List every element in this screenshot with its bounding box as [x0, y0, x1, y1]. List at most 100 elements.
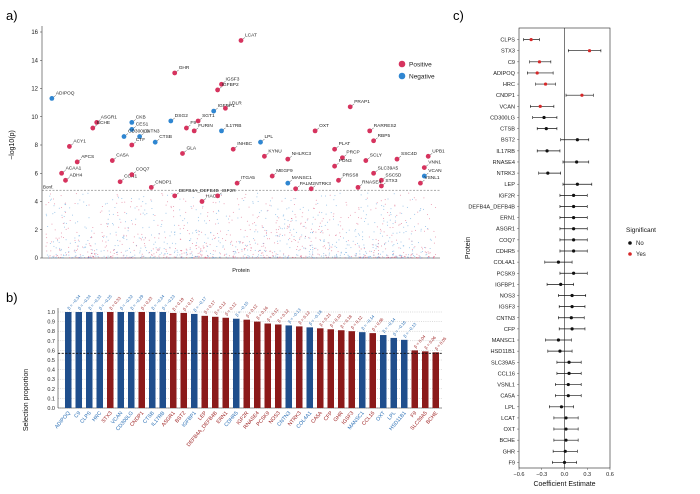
background-point	[259, 250, 261, 252]
background-point	[53, 241, 55, 243]
background-point	[116, 194, 118, 196]
background-point	[161, 193, 163, 195]
background-point	[320, 195, 322, 197]
background-point	[381, 256, 383, 258]
background-point	[299, 208, 301, 210]
background-point	[345, 251, 347, 253]
background-point	[107, 218, 109, 220]
background-point	[371, 244, 373, 246]
background-point	[410, 255, 412, 257]
background-point	[145, 257, 147, 259]
background-point	[321, 225, 323, 227]
background-point	[266, 254, 268, 256]
background-point	[213, 234, 215, 236]
background-point	[121, 243, 123, 245]
background-point	[301, 234, 303, 236]
background-point	[215, 212, 217, 214]
background-point	[334, 256, 336, 258]
background-point	[126, 213, 128, 215]
background-point	[422, 248, 424, 250]
protein-label: IGF2R	[499, 193, 515, 199]
background-point	[170, 205, 172, 207]
background-point	[335, 241, 337, 243]
background-point	[380, 200, 382, 202]
background-point	[253, 222, 255, 224]
background-point	[323, 245, 325, 247]
background-point	[76, 245, 78, 247]
background-point	[165, 250, 167, 252]
background-point	[309, 237, 311, 239]
background-point	[140, 213, 142, 215]
background-point	[90, 245, 92, 247]
background-point	[408, 254, 410, 256]
background-point	[257, 256, 259, 258]
background-point	[410, 233, 412, 235]
background-point	[356, 222, 358, 224]
background-point	[410, 256, 412, 258]
significant-point	[172, 193, 178, 199]
background-point	[319, 239, 321, 241]
background-point	[196, 245, 198, 247]
background-point	[138, 198, 140, 200]
background-point	[64, 203, 66, 205]
y-tick-label: 0.9	[47, 320, 55, 326]
background-point	[107, 239, 109, 241]
estimate-point	[538, 104, 542, 108]
legend-label-negative: Negative	[409, 74, 435, 81]
background-point	[48, 255, 50, 257]
background-point	[243, 257, 245, 259]
background-point	[382, 251, 384, 253]
background-point	[107, 223, 109, 225]
protein-label: IGSF3	[499, 305, 515, 311]
background-point	[275, 229, 277, 231]
background-point	[305, 255, 307, 257]
background-point	[120, 251, 122, 253]
background-point	[360, 206, 362, 208]
protein-label: C9	[508, 60, 515, 66]
background-point	[308, 256, 310, 258]
background-point	[324, 224, 326, 226]
background-point	[126, 255, 128, 257]
background-point	[350, 247, 352, 249]
background-point	[403, 232, 405, 234]
background-point	[90, 257, 92, 259]
background-point	[157, 257, 159, 259]
background-point	[153, 253, 155, 255]
protein-label: COQ7	[499, 238, 515, 244]
background-point	[179, 254, 181, 256]
background-point	[378, 256, 380, 258]
background-point	[342, 228, 344, 230]
background-point	[135, 257, 137, 259]
background-point	[322, 218, 324, 220]
background-point	[175, 247, 177, 249]
background-point	[300, 222, 302, 224]
background-point	[84, 256, 86, 258]
background-point	[373, 252, 375, 254]
background-point	[242, 242, 244, 244]
background-point	[241, 198, 243, 200]
background-point	[207, 237, 209, 239]
background-point	[422, 208, 424, 210]
background-point	[322, 257, 324, 259]
background-point	[170, 231, 172, 233]
background-point	[253, 257, 255, 259]
background-point	[336, 246, 338, 248]
background-point	[433, 256, 435, 258]
background-point	[419, 255, 421, 257]
background-point	[162, 194, 164, 196]
protein-label: HRC	[503, 82, 515, 88]
background-point	[151, 254, 153, 256]
background-point	[95, 255, 97, 257]
point-label: VSNL1	[424, 175, 440, 181]
background-point	[383, 217, 385, 219]
background-point	[211, 238, 213, 240]
estimate-point	[535, 71, 539, 75]
background-point	[227, 230, 229, 232]
background-point	[288, 226, 290, 228]
background-point	[188, 233, 190, 235]
background-point	[229, 215, 231, 217]
background-point	[166, 243, 168, 245]
point-label: VNN1	[428, 160, 441, 166]
background-point	[272, 256, 274, 258]
background-point	[169, 235, 171, 237]
